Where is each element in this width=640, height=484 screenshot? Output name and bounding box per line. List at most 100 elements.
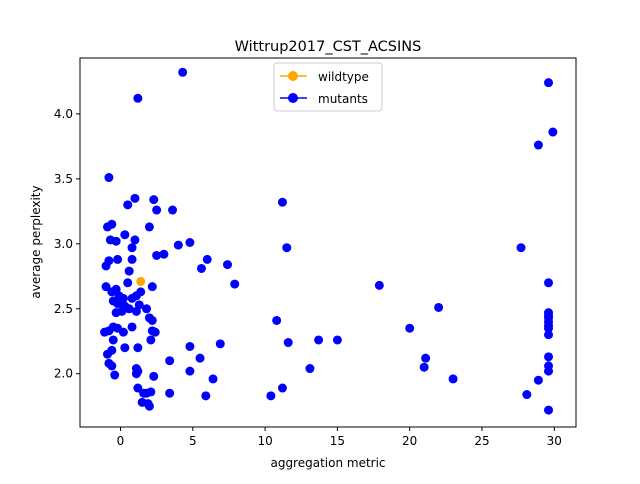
mutants-point — [314, 335, 324, 345]
mutants-point — [149, 195, 159, 205]
mutants-point — [101, 261, 111, 271]
mutants-point — [516, 243, 526, 253]
mutants-point — [173, 240, 183, 250]
y-axis-ticks: 2.0 2.5 3.0 3.5 4.0 — [54, 107, 80, 381]
mutants-point — [144, 222, 154, 232]
mutants-point — [146, 335, 156, 345]
mutants-point — [544, 352, 554, 362]
x-tick-label: 25 — [474, 434, 489, 448]
mutants-point — [133, 383, 143, 393]
legend-frame — [273, 62, 383, 112]
mutants-point — [405, 323, 415, 333]
legend: wildtype mutants — [273, 62, 383, 112]
mutants-point — [332, 335, 342, 345]
chart-title: Wittrup2017_CST_ACSINS — [235, 39, 422, 55]
mutants-point — [101, 282, 111, 292]
mutants-point — [133, 343, 143, 353]
mutants-point — [120, 230, 130, 240]
mutants-point — [130, 193, 140, 203]
mutants-point — [282, 243, 292, 253]
mutants-point — [113, 254, 123, 264]
mutants-point — [152, 250, 162, 260]
mutants-point — [305, 364, 315, 374]
mutants-point — [144, 401, 154, 411]
plot-frame — [79, 57, 577, 428]
mutants-point — [283, 338, 293, 348]
mutants-point — [201, 391, 211, 401]
x-tick-label: 5 — [189, 434, 197, 448]
mutants-point — [147, 282, 157, 292]
mutants-point — [208, 374, 218, 384]
mutants-point — [102, 349, 112, 359]
mutants-point — [150, 327, 160, 337]
mutants-point — [185, 238, 195, 247]
mutants-point — [120, 343, 130, 353]
mutants-point — [544, 330, 554, 340]
mutants-point — [133, 93, 143, 103]
y-tick-label: 3.5 — [54, 172, 73, 186]
mutants-point — [127, 254, 137, 264]
mutants-point — [277, 383, 287, 393]
x-tick-label: 0 — [117, 434, 125, 448]
mutants-point — [131, 369, 141, 379]
mutants-point — [419, 362, 429, 372]
mutants-point — [185, 366, 195, 376]
y-axis-label: average perplexity — [29, 185, 43, 298]
x-tick-label: 15 — [330, 434, 345, 448]
x-axis-ticks: 0 5 10 15 20 25 30 — [117, 427, 562, 448]
mutants-point — [448, 374, 458, 384]
mutants-point — [142, 388, 152, 398]
mutants-point — [544, 78, 554, 88]
mutants-point — [108, 335, 118, 345]
mutants-point — [544, 323, 554, 333]
mutants-point — [165, 388, 175, 398]
y-tick-label: 2.0 — [54, 367, 73, 381]
x-tick-label: 30 — [547, 434, 562, 448]
mutants-point — [118, 293, 128, 303]
legend-wildtype-label: wildtype — [318, 70, 369, 84]
mutants-point — [544, 278, 554, 288]
legend-wildtype-marker — [288, 71, 298, 81]
legend-mutants-marker — [288, 93, 298, 103]
y-tick-label: 2.5 — [54, 302, 73, 316]
mutants-point — [185, 341, 195, 351]
mutants-point — [374, 280, 384, 290]
mutants-point — [202, 254, 212, 264]
mutants-point — [522, 390, 532, 400]
mutants-point — [142, 304, 152, 314]
mutants-point — [149, 371, 159, 381]
x-axis-label: aggregation metric — [270, 456, 385, 470]
mutants-point — [127, 322, 137, 332]
mutants-point — [196, 263, 206, 273]
mutants-point — [277, 197, 287, 207]
legend-mutants-label: mutants — [318, 92, 368, 106]
mutants-point — [421, 353, 431, 363]
mutants-point — [123, 200, 133, 210]
mutants-point — [107, 361, 117, 371]
mutants-point — [533, 375, 543, 385]
mutants-point — [110, 370, 120, 380]
mutants-point — [111, 236, 121, 246]
mutants-point — [548, 127, 558, 137]
mutants-point — [544, 405, 554, 415]
mutants-point — [124, 266, 134, 276]
wildtype-point — [136, 276, 146, 286]
mutants-point — [130, 235, 140, 245]
mutants-point — [230, 279, 240, 289]
mutants-point — [127, 243, 137, 253]
mutants-point — [272, 315, 282, 325]
mutants-point — [159, 249, 169, 259]
data-points — [100, 67, 558, 415]
mutants-point — [222, 260, 232, 270]
mutants-point — [131, 291, 141, 301]
mutants-point — [102, 222, 112, 232]
mutants-point — [147, 315, 157, 325]
mutants-point — [123, 278, 133, 288]
x-tick-label: 10 — [257, 434, 272, 448]
mutants-point — [266, 391, 276, 401]
mutants-point — [178, 67, 188, 77]
mutants-point — [533, 140, 543, 150]
mutants-point — [113, 299, 123, 309]
